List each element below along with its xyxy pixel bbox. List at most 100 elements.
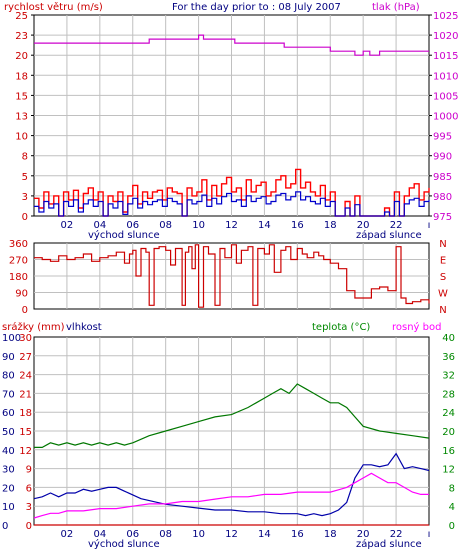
wind-ytick: 3 <box>22 192 28 203</box>
series-wind_avg <box>34 191 430 217</box>
series-humidity <box>33 452 430 517</box>
sunrise-label-bottom: východ slunce <box>88 538 160 550</box>
series-direction <box>34 244 430 308</box>
wind-xtick: 04 <box>93 220 106 231</box>
direction-compass-label: N <box>439 305 446 316</box>
dewpoint-axis-label: rosný bod <box>392 321 441 333</box>
temperature-ytick: 32 <box>442 371 455 382</box>
wind-ytick: 15 <box>15 91 28 102</box>
direction-compass-label: N <box>439 239 446 250</box>
wind-xtick: 14 <box>258 220 271 231</box>
wind-xtick: 06 <box>126 220 139 231</box>
temperature-ytick: 8 <box>449 483 455 494</box>
wind-ytick: 0 <box>22 212 28 223</box>
climate-xtick: ı <box>428 529 431 540</box>
wind-ytick: 13 <box>15 112 28 123</box>
sunset-label-top: západ slunce <box>356 229 422 241</box>
temperature-ytick: 4 <box>449 502 455 513</box>
rain-ytick: 27 <box>19 352 32 363</box>
pressure-axis-label: tlak (hPa) <box>372 2 420 13</box>
pressure-ytick: 1015 <box>433 51 458 62</box>
wind-xtick: ı <box>428 220 431 231</box>
temperature-ytick: 16 <box>442 446 455 457</box>
direction-ytick: 180 <box>9 272 28 283</box>
temperature-ytick: 36 <box>442 352 455 363</box>
climate-xtick: 20 <box>357 529 370 540</box>
plot-layer: 0358101315182023259759809859909951000100… <box>2 11 458 540</box>
wind-ytick: 8 <box>22 152 28 163</box>
pressure-ytick: 1020 <box>433 31 458 42</box>
direction-compass-label: W <box>438 289 448 300</box>
sunrise-label-top: východ slunce <box>88 229 160 241</box>
rain-ytick: 18 <box>19 408 32 419</box>
direction-ytick: 360 <box>9 239 28 250</box>
direction-ytick: 0 <box>22 305 28 316</box>
humidity-ytick: 90 <box>2 352 15 363</box>
pressure-ytick: 980 <box>433 192 452 203</box>
direction-compass-label: S <box>440 272 446 283</box>
wind-xtick: 20 <box>357 220 370 231</box>
temperature-ytick: 28 <box>442 389 455 400</box>
climate-xtick: 16 <box>291 529 304 540</box>
humidity-ytick: 10 <box>2 502 15 513</box>
climate-xtick: 12 <box>225 529 238 540</box>
temperature-ytick: 0 <box>449 521 455 532</box>
temperature-ytick: 40 <box>442 333 455 344</box>
humidity-ytick: 30 <box>2 465 15 476</box>
rain-axis-label: srážky (mm) <box>2 321 65 333</box>
temperature-ytick: 12 <box>442 465 455 476</box>
sunset-label-bottom: západ slunce <box>356 538 422 550</box>
temperature-axis-label: teplota (°C) <box>312 322 370 333</box>
humidity-axis-label: vlhkost <box>66 322 102 333</box>
rain-ytick: 0 <box>26 521 32 532</box>
climate-xtick: 10 <box>192 529 205 540</box>
wind-xtick: 08 <box>159 220 172 231</box>
wind-ytick: 20 <box>15 51 28 62</box>
humidity-ytick: 40 <box>2 446 15 457</box>
wind-xtick: 10 <box>192 220 205 231</box>
humidity-ytick: 100 <box>2 333 21 344</box>
series-temperature <box>34 383 430 448</box>
wind-ytick: 10 <box>15 132 28 143</box>
rain-ytick: 30 <box>19 333 32 344</box>
pressure-ytick: 1000 <box>433 112 458 123</box>
humidity-ytick: 20 <box>2 483 15 494</box>
temperature-ytick: 24 <box>442 408 455 419</box>
rain-ytick: 12 <box>19 446 32 457</box>
wind-speed-axis-label: rychlost větru (m/s) <box>4 1 103 13</box>
wind-ytick: 23 <box>15 31 28 42</box>
humidity-ytick: 70 <box>2 389 15 400</box>
pressure-ytick: 995 <box>433 132 452 143</box>
pressure-ytick: 990 <box>433 152 452 163</box>
climate-xtick: 22 <box>390 529 403 540</box>
pressure-ytick: 1010 <box>433 71 458 82</box>
series-wind_max <box>34 168 430 217</box>
humidity-ytick: 60 <box>2 408 15 419</box>
direction-ytick: 90 <box>15 289 28 300</box>
series-dewpoint <box>33 472 429 519</box>
wind-xtick: 16 <box>291 220 304 231</box>
pressure-ytick: 975 <box>433 212 452 223</box>
direction-ytick: 270 <box>9 256 28 267</box>
humidity-ytick: 0 <box>2 521 8 532</box>
wind-xtick: 18 <box>324 220 337 231</box>
climate-xtick: 02 <box>61 529 74 540</box>
climate-xtick: 08 <box>159 529 172 540</box>
pressure-ytick: 985 <box>433 172 452 183</box>
chart-title: For the day prior to : 08 July 2007 <box>172 2 341 13</box>
wind-ytick: 5 <box>22 172 28 183</box>
climate-xtick: 18 <box>324 529 337 540</box>
rain-ytick: 21 <box>19 389 32 400</box>
series-pressure <box>34 34 429 56</box>
wind-xtick: 02 <box>61 220 74 231</box>
pressure-ytick: 1005 <box>433 91 458 102</box>
rain-ytick: 9 <box>26 465 32 476</box>
climate-xtick: 06 <box>126 529 139 540</box>
humidity-ytick: 80 <box>2 371 15 382</box>
wind-ytick: 25 <box>15 11 28 22</box>
pressure-ytick: 1025 <box>433 11 458 22</box>
wind-xtick: 12 <box>225 220 238 231</box>
temperature-ytick: 20 <box>442 427 455 438</box>
direction-compass-label: E <box>440 256 446 267</box>
